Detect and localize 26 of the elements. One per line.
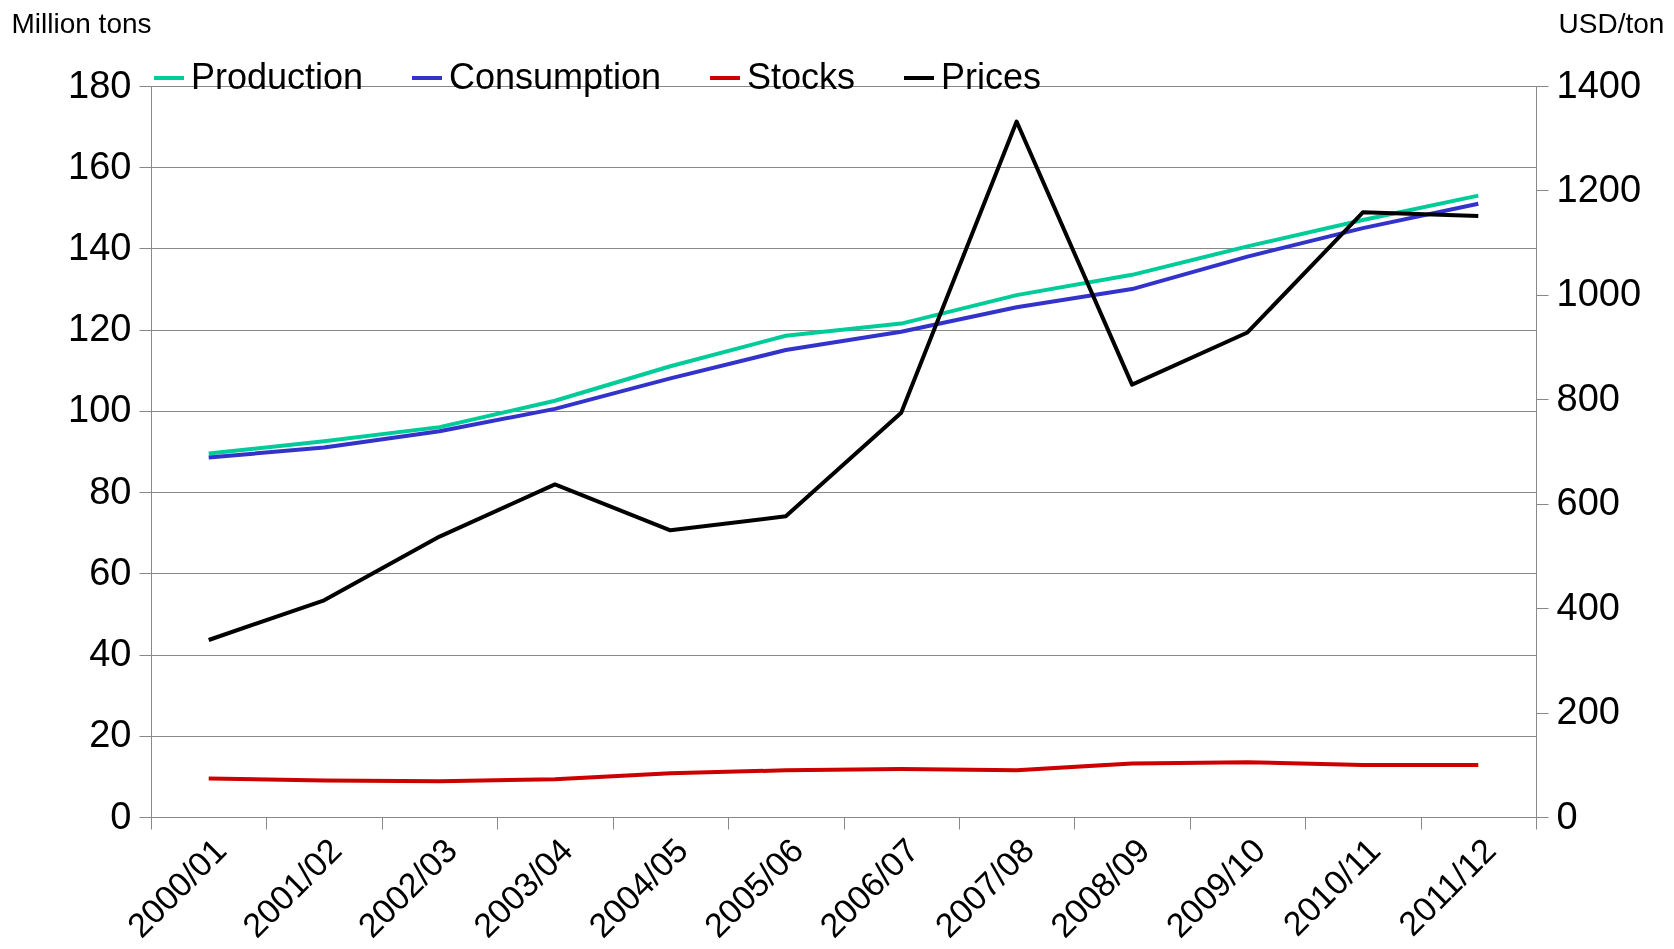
- y-tick-label: 80: [89, 469, 132, 512]
- y-tick-label: 0: [110, 794, 132, 837]
- line-series: [206, 119, 1481, 642]
- y2-tick-label: 800: [1556, 376, 1620, 419]
- y-tick-label: 100: [68, 388, 132, 431]
- y-axis-title: Million tons: [11, 7, 152, 39]
- y2-tick-label: 1400: [1556, 63, 1642, 106]
- y-tick-label: 60: [89, 550, 132, 593]
- y2-tick-label: 200: [1556, 690, 1620, 733]
- y2-tick-label: 400: [1556, 585, 1620, 628]
- y-tick-label: 180: [68, 63, 132, 106]
- legend-label: Prices: [941, 56, 1042, 97]
- y2-tick-label: 0: [1556, 794, 1578, 837]
- legend-label: Consumption: [449, 56, 662, 97]
- y2-axis-title: USD/ton: [1558, 7, 1665, 39]
- legend-label: Stocks: [747, 56, 856, 97]
- y-tick-label: 40: [89, 632, 132, 675]
- legend-label: Production: [191, 56, 364, 97]
- y2-tick-label: 1200: [1556, 167, 1642, 210]
- y2-tick-label: 600: [1556, 481, 1620, 524]
- line-series: [206, 760, 1481, 784]
- y-tick-label: 20: [89, 713, 132, 756]
- y-tick-label: 140: [68, 225, 132, 268]
- y-tick-label: 120: [68, 307, 132, 350]
- y-tick-label: 160: [68, 144, 132, 187]
- y2-tick-label: 1000: [1556, 272, 1642, 315]
